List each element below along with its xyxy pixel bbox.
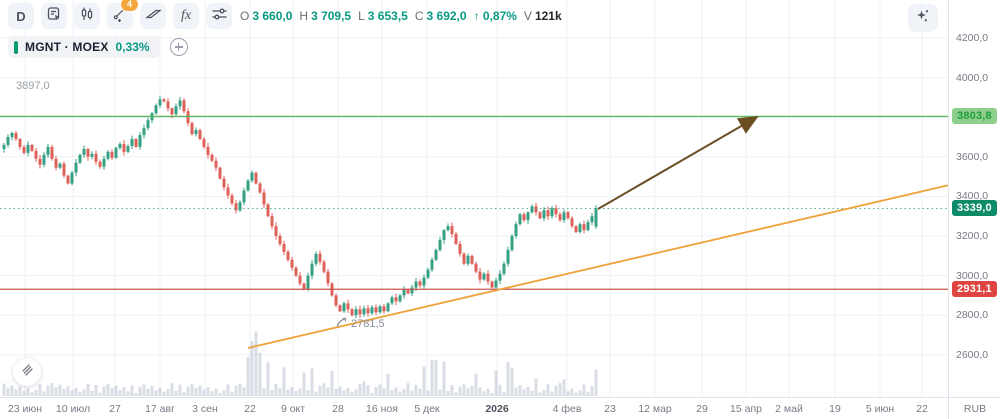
price-tick: 3400,0 — [956, 190, 989, 203]
timeframe-button[interactable]: D — [8, 3, 34, 29]
hatch-lines-icon — [20, 362, 35, 382]
settings-sliders-button[interactable] — [206, 3, 232, 29]
time-tick: 22 — [916, 403, 928, 415]
time-tick: 19 — [829, 403, 841, 415]
timeframe-label: D — [16, 8, 26, 24]
time-tick: 16 ноя — [366, 403, 398, 415]
symbol-pill[interactable]: MGNT · MOEX 0,33% — [8, 36, 160, 58]
time-tick: 12 мар — [638, 403, 672, 415]
legend-key: C — [414, 9, 424, 23]
legend-key: H — [299, 9, 309, 23]
resistance-line-label: 3803,8 — [952, 108, 997, 125]
time-tick: 28 — [332, 403, 344, 415]
sparkle-icon — [914, 7, 932, 30]
time-tick: 3 сен — [192, 403, 218, 415]
time-tick: 17 авг — [145, 403, 175, 415]
time-tick: 2 май — [775, 403, 803, 415]
price-tick: 2800,0 — [956, 309, 989, 322]
price-tick: 3600,0 — [956, 150, 989, 163]
time-tick: 2026 — [485, 403, 509, 415]
price-tick: 4200,0 — [956, 32, 989, 44]
legend-value: 3 692,0 — [426, 9, 467, 23]
current-price-label: 3339,0 — [952, 200, 997, 217]
sliders-icon — [211, 6, 228, 27]
legend-value: 3 660,0 — [252, 9, 293, 23]
price-tick: 3000,0 — [956, 269, 989, 282]
ai-assistant-button[interactable] — [908, 4, 938, 32]
legend-key: O — [240, 9, 250, 23]
layout-select-button[interactable] — [41, 3, 67, 29]
time-tick: 22 — [244, 403, 256, 415]
time-tick: 15 апр — [730, 403, 762, 415]
time-tick: 23 — [604, 403, 616, 415]
price-tick: 3200,0 — [956, 230, 989, 243]
symbol-row: MGNT · MOEX 0,33% — [8, 36, 188, 58]
high-price-annotation: 3897,0 — [16, 80, 50, 92]
time-tick: 23 июн — [7, 403, 43, 415]
trendline-mini-icon — [336, 317, 347, 331]
support-line-label: 2931,1 — [952, 281, 997, 298]
chart-toolbar: D — [8, 0, 232, 29]
time-tick: 10 июл — [55, 403, 91, 415]
drawings-toggle-button[interactable] — [13, 358, 41, 386]
drawings-count-badge: 4 — [120, 0, 139, 12]
legend-value: 3 709,5 — [311, 9, 352, 23]
time-tick: 9 окт — [280, 403, 306, 415]
legend-key: V — [523, 9, 532, 23]
legend-key: L — [358, 9, 365, 23]
time-tick: 29 — [696, 403, 708, 415]
time-tick: 5 дек — [414, 403, 440, 415]
price-axis[interactable]: 4200,0 4000,0 3600,0 3400,0 3200,0 3000,0 2800… — [948, 0, 1000, 397]
parallelogram-icon — [144, 6, 162, 27]
add-symbol-button[interactable] — [169, 38, 188, 56]
symbol-name: MGNT · MOEX — [25, 40, 109, 54]
price-tick: 2600,0 — [956, 348, 989, 361]
indicators-button[interactable]: fx — [173, 3, 199, 29]
chart-canvas[interactable] — [0, 0, 948, 397]
time-tick: 27 — [109, 403, 121, 415]
time-tick: 4 фев — [552, 403, 582, 415]
price-tick: 4000,0 — [956, 71, 989, 84]
time-axis[interactable]: 23 июн 10 июл 27 17 авг 3 сен 22 9 окт 28 16 ноя… — [0, 397, 948, 419]
trendline-start-price: 2781,5 — [351, 318, 385, 330]
panel-cursor-icon — [46, 6, 62, 27]
legend-change: ↑ 0,87% — [473, 9, 517, 23]
currency-cell: RUB — [948, 397, 1000, 419]
candles-icon — [79, 6, 95, 27]
channel-tool-button[interactable] — [140, 3, 166, 29]
legend-value: 3 653,5 — [367, 9, 408, 23]
drawing-tools-button[interactable]: 4 — [107, 0, 139, 29]
legend-volume: 121k — [534, 9, 562, 23]
fx-icon: fx — [180, 8, 192, 23]
time-tick: 5 июн — [865, 403, 895, 415]
trendline-start-annotation[interactable]: 2781,5 — [336, 317, 385, 331]
candles-style-button[interactable] — [74, 3, 100, 29]
live-indicator-bar — [14, 40, 18, 54]
symbol-change: 0,33% — [115, 40, 150, 54]
